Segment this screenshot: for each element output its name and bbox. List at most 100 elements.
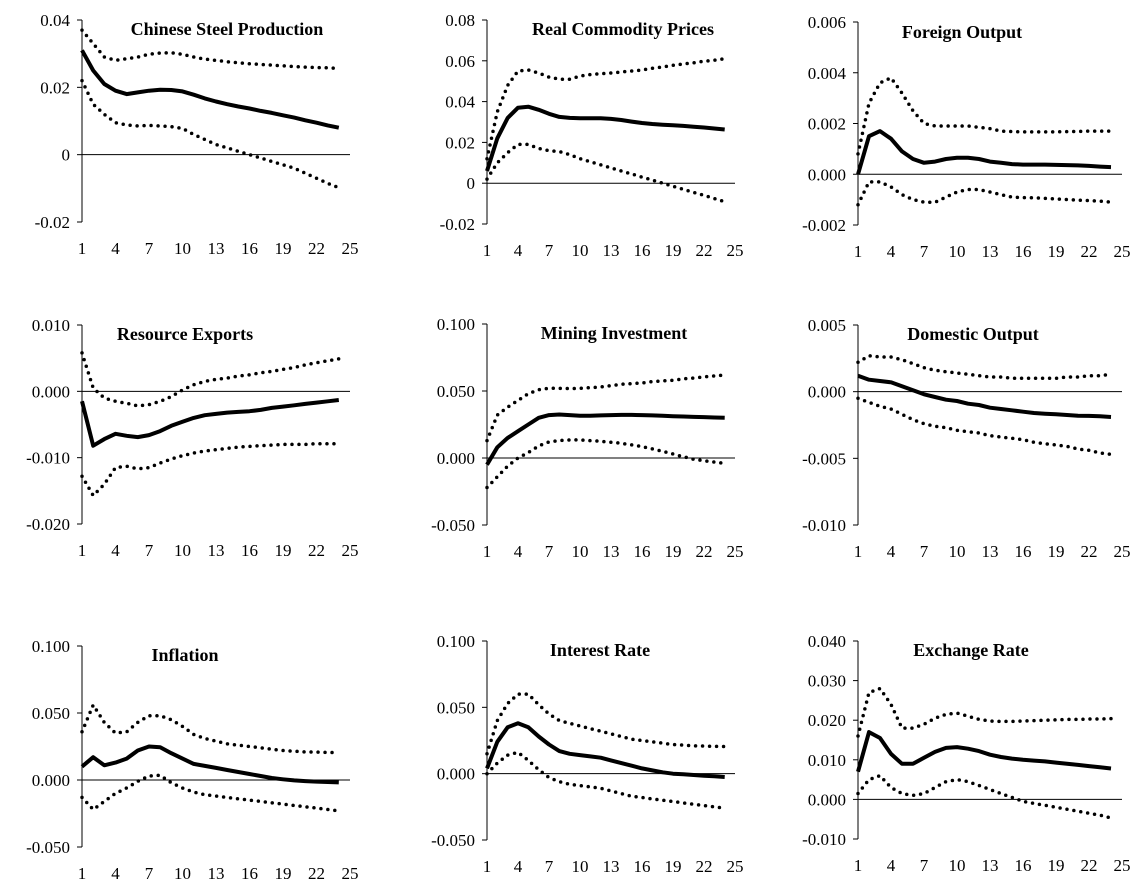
y-tick-label: 0.040: [808, 632, 846, 651]
y-tick-label: -0.010: [802, 516, 846, 535]
series-line-estimate: [485, 721, 725, 779]
x-tick-label: 25: [1114, 542, 1131, 561]
chart-panel: -0.050 0.000 0.050 0.100 1 4 7 10 13 16 19 22 25 Mini…: [431, 315, 743, 561]
x-tick-label: 16: [1015, 542, 1032, 561]
chart-title: Interest Rate: [550, 640, 650, 660]
y-tick-label: 0.050: [32, 704, 70, 723]
chart-panel: -0.002 0.000 0.002 0.004 0.006 1 4 7 10 13 16 19 22 2…: [802, 13, 1130, 261]
x-tick-label: 25: [727, 542, 744, 561]
x-tick-label: 4: [111, 239, 120, 258]
x-tick-label: 25: [342, 541, 359, 560]
chart-title: Domestic Output: [907, 324, 1039, 344]
x-tick-label: 22: [696, 241, 713, 260]
x-tick-label: 1: [78, 239, 87, 258]
x-tick-label: 7: [920, 856, 929, 875]
y-tick-label: -0.050: [26, 838, 70, 857]
series-line-estimate: [856, 730, 1112, 773]
x-tick-label: 4: [887, 242, 896, 261]
x-tick-label: 22: [308, 864, 325, 883]
y-tick-label: 0.005: [808, 316, 846, 335]
x-tick-label: 25: [727, 241, 744, 260]
x-tick-label: 19: [665, 542, 682, 561]
y-tick-label: 0: [467, 174, 476, 193]
x-tick-label: 4: [514, 241, 523, 260]
x-tick-label: 7: [545, 241, 554, 260]
x-tick-label: 7: [920, 242, 929, 261]
y-tick-label: 0.010: [808, 751, 846, 770]
x-tick-label: 10: [949, 242, 966, 261]
series-line-lower-band: [485, 142, 727, 204]
x-tick-label: 1: [78, 864, 87, 883]
x-tick-label: 7: [145, 239, 154, 258]
y-tick-label: 0.020: [808, 711, 846, 730]
x-tick-label: 1: [78, 541, 87, 560]
y-tick-label: -0.010: [802, 830, 846, 849]
x-tick-label: 4: [887, 542, 896, 561]
y-tick-label: -0.020: [26, 515, 70, 534]
x-tick-label: 10: [572, 542, 589, 561]
series-line-lower-band: [856, 180, 1113, 207]
y-tick-label: 0.030: [808, 672, 846, 691]
x-tick-label: 25: [1114, 242, 1131, 261]
x-tick-label: 4: [514, 857, 523, 876]
y-tick-label: 0.002: [808, 115, 846, 134]
y-tick-label: 0.000: [32, 382, 70, 401]
y-tick-label: -0.050: [431, 831, 475, 850]
y-tick-label: 0.100: [32, 637, 70, 656]
x-tick-label: 7: [545, 857, 554, 876]
x-tick-label: 22: [1081, 856, 1098, 875]
series-line-upper-band: [856, 353, 1113, 381]
x-tick-label: 16: [241, 864, 258, 883]
x-tick-label: 13: [208, 541, 225, 560]
x-tick-label: 10: [572, 857, 589, 876]
x-tick-label: 22: [1081, 242, 1098, 261]
series-line-upper-band: [80, 351, 341, 408]
x-tick-label: 19: [665, 857, 682, 876]
y-tick-label: 0.06: [445, 52, 475, 71]
chart-panel: -0.02 0 0.02 0.04 1 4 7 10 13 16 19 22 25 Chinese Ste…: [35, 11, 359, 258]
x-tick-label: 1: [854, 242, 863, 261]
x-tick-label: 10: [572, 241, 589, 260]
y-tick-label: 0.04: [445, 93, 475, 112]
x-tick-label: 22: [1081, 542, 1098, 561]
x-tick-label: 16: [1015, 242, 1032, 261]
chart-title: Real Commodity Prices: [532, 19, 714, 39]
y-tick-label: 0.006: [808, 13, 846, 32]
x-tick-label: 13: [208, 864, 225, 883]
x-tick-label: 13: [982, 242, 999, 261]
chart-panel: -0.02 0 0.02 0.04 0.06 0.08 1 4 7 10 13 16 19 22 25 Rea…: [440, 11, 744, 260]
x-tick-label: 16: [634, 857, 651, 876]
x-tick-label: 7: [545, 542, 554, 561]
series-line-upper-band: [856, 76, 1113, 156]
series-line-upper-band: [80, 703, 341, 755]
x-tick-label: 13: [982, 856, 999, 875]
x-tick-label: 4: [111, 541, 120, 560]
x-tick-label: 13: [982, 542, 999, 561]
x-tick-label: 1: [483, 241, 492, 260]
x-tick-label: 19: [1048, 542, 1065, 561]
x-tick-label: 10: [174, 864, 191, 883]
x-tick-label: 10: [174, 239, 191, 258]
y-tick-label: 0.004: [808, 64, 847, 83]
x-tick-label: 16: [634, 542, 651, 561]
chart-title: Mining Investment: [541, 323, 688, 343]
x-tick-label: 16: [1015, 856, 1032, 875]
x-tick-label: 22: [696, 857, 713, 876]
x-tick-label: 16: [241, 541, 258, 560]
chart-panel: -0.020 -0.010 0.000 0.010 1 4 7 10 13 16 19 22 25 Res…: [26, 316, 358, 560]
x-tick-label: 19: [275, 239, 292, 258]
y-tick-label: 0.050: [437, 382, 475, 401]
y-tick-label: -0.005: [802, 449, 846, 468]
chart-title: Chinese Steel Production: [131, 19, 324, 39]
series-line-lower-band: [856, 396, 1113, 457]
y-tick-label: 0.02: [445, 133, 475, 152]
chart-panel: -0.010 -0.005 0.000 0.005 1 4 7 10 13 16 19 22 25 Dom…: [802, 316, 1130, 561]
x-tick-label: 19: [1048, 242, 1065, 261]
x-tick-label: 25: [727, 857, 744, 876]
y-tick-label: -0.002: [802, 216, 846, 235]
chart-panel: -0.050 0.000 0.050 0.100 1 4 7 10 13 16 19 22 25 Infl…: [26, 637, 358, 883]
y-tick-label: 0.04: [40, 11, 70, 30]
series-line-estimate: [485, 104, 725, 172]
series-line-lower-band: [80, 441, 341, 498]
